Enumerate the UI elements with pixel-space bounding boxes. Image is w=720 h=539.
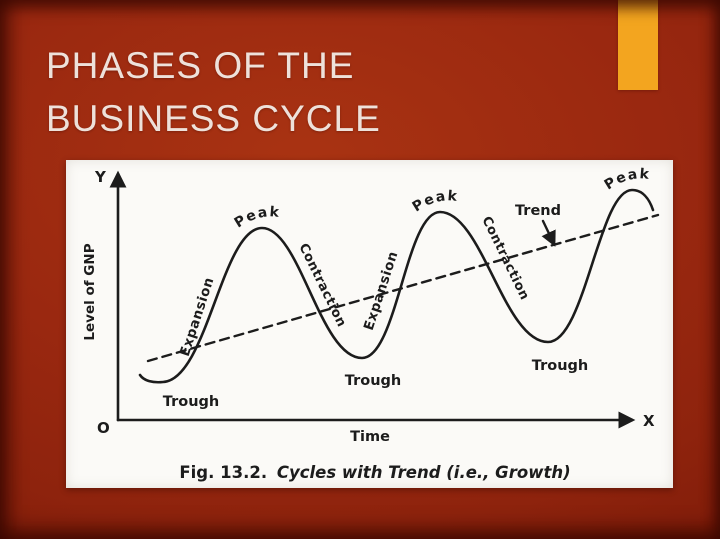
peak-label-3: Peak: [602, 166, 650, 193]
figure-caption-prefix: Fig. 13.2.: [179, 463, 267, 482]
trough-label-3: Trough: [532, 358, 588, 374]
x-axis-title: Time: [350, 429, 390, 445]
svg-text:Peak: Peak: [232, 204, 281, 231]
trend-line: [146, 213, 660, 363]
y-axis-end-label: Y: [94, 168, 107, 186]
trend-label: Trend: [515, 203, 561, 219]
contraction-label-2: Contraction: [478, 214, 531, 303]
origin-label: O: [97, 419, 110, 437]
trough-label-1: Trough: [163, 394, 219, 410]
trend-pointer-arrow: [541, 219, 556, 247]
figure-caption: Fig. 13.2. Cycles with Trend (i.e., Grow…: [179, 463, 570, 482]
title-line-1: PHASES OF THE: [46, 45, 355, 86]
business-cycle-diagram: Y X O Level of GNP Time Peak Peak Peak T…: [82, 166, 660, 482]
svg-text:Peak: Peak: [602, 166, 651, 193]
figure-panel: Y X O Level of GNP Time Peak Peak Peak T…: [66, 160, 673, 488]
svg-text:Peak: Peak: [410, 188, 459, 215]
figure-caption-text: Cycles with Trend (i.e., Growth): [277, 463, 571, 482]
peak-label-1: Peak: [232, 204, 280, 231]
peak-label-2: Peak: [410, 188, 458, 215]
trough-label-2: Trough: [345, 373, 401, 389]
y-axis-title: Level of GNP: [82, 243, 98, 340]
title-line-2: BUSINESS CYCLE: [46, 97, 381, 139]
accent-rectangle: [618, 0, 658, 90]
slide-title: PHASES OF THE BUSINESS CYCLE: [46, 40, 381, 146]
x-axis-end-label: X: [643, 412, 655, 430]
gnp-cycle-curve: [138, 188, 655, 384]
